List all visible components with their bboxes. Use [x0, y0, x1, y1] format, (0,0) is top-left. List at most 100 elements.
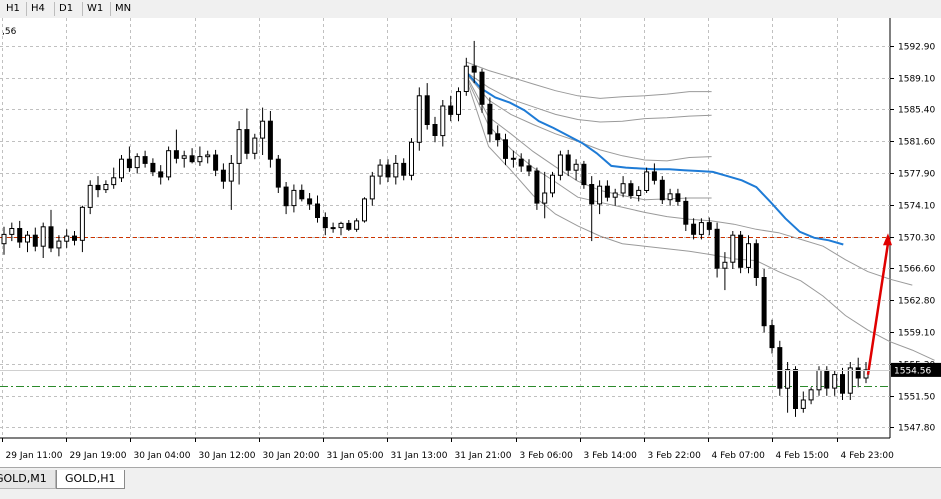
candle-body: [166, 150, 172, 178]
candle-body: [213, 154, 219, 171]
candle-body: [150, 162, 156, 173]
x-tick-label: 4 Feb 23:00: [841, 451, 895, 461]
candle-body: [252, 137, 258, 154]
candle-body: [714, 228, 720, 269]
candle-body: [636, 189, 642, 196]
candle-body: [315, 203, 320, 218]
candle-body: [510, 157, 516, 160]
candle-body: [808, 389, 814, 401]
candle-body: [557, 154, 563, 176]
x-tick-label: 31 Jan 05:00: [327, 451, 384, 461]
timeframe-h1-button[interactable]: H1: [6, 3, 20, 14]
candle-body: [377, 164, 383, 177]
candle-body: [628, 183, 634, 196]
price-chart[interactable]: ,56 1592.90 1589.10 1585.40 1581.60 1577.90 1…: [0, 18, 941, 466]
timeframe-mn-button[interactable]: MN: [110, 2, 135, 16]
x-tick-label: 30 Jan 12:00: [199, 451, 256, 461]
candle-body: [9, 228, 15, 235]
x-tick-label: 30 Jan 04:00: [134, 451, 191, 461]
candle-body: [651, 171, 657, 181]
candle-body: [142, 156, 148, 164]
tab-gold-h1[interactable]: GOLD,H1: [56, 470, 125, 489]
x-tick-label: 31 Jan 13:00: [391, 451, 448, 461]
candle-body: [424, 95, 430, 126]
candle-body: [612, 192, 618, 198]
chart-canvas[interactable]: ,56 1592.90 1589.10 1585.40 1581.60 1577.90 1…: [0, 18, 941, 466]
candle-body: [683, 200, 689, 225]
candle-body: [322, 217, 328, 229]
candle-body: [103, 184, 109, 191]
y-tick-label: 1547.80: [898, 424, 935, 434]
candle-body: [17, 228, 23, 243]
candle-body: [722, 261, 728, 269]
candle-body: [730, 234, 736, 263]
candle-body: [244, 129, 250, 154]
candle-body: [181, 155, 187, 159]
candle-body: [260, 120, 266, 139]
x-tick-label: 29 Jan 11:00: [6, 451, 63, 461]
candle-body: [675, 193, 681, 202]
x-tick-label: 3 Feb 14:00: [584, 451, 638, 461]
candle-body: [291, 189, 297, 207]
y-tick-label: 1585.40: [898, 106, 935, 116]
candle-body: [573, 163, 579, 171]
candle-body: [158, 171, 164, 178]
candle-body: [369, 175, 375, 200]
timeframe-w1-button[interactable]: W1: [82, 2, 107, 16]
candle-body: [1, 233, 7, 245]
candle-body: [518, 158, 524, 167]
candle-body: [299, 189, 305, 200]
candle-body: [432, 124, 438, 136]
candle-body: [565, 154, 571, 171]
candle-body: [777, 347, 783, 389]
y-tick-label: 1559.10: [898, 329, 935, 339]
candle-body: [604, 185, 610, 198]
y-tick-label: 1592.90: [898, 43, 935, 53]
candle-body: [134, 156, 140, 169]
x-tick-label: 30 Jan 20:00: [263, 451, 320, 461]
candle-body: [48, 226, 54, 249]
candle-body: [56, 240, 62, 249]
candle-body: [456, 91, 461, 115]
candle-body: [173, 150, 179, 159]
candle-body: [698, 222, 704, 235]
candle-body: [346, 222, 352, 230]
candle-body: [534, 170, 540, 204]
candle-body: [667, 193, 673, 201]
timeframe-toolbar: H1 H4 D1 W1 MN: [0, 0, 941, 19]
candle-body: [220, 169, 226, 182]
candle-body: [832, 374, 838, 389]
candle-body: [840, 374, 845, 394]
candle-body: [338, 222, 344, 229]
candle-body: [189, 155, 195, 163]
candle-body: [307, 198, 313, 205]
candle-body: [385, 164, 391, 178]
y-tick-label: 1562.80: [898, 297, 935, 307]
tab-gold-m1[interactable]: GOLD,M1: [0, 470, 56, 489]
candle-body: [236, 129, 242, 164]
candle-body: [72, 235, 77, 241]
candle-body: [25, 234, 30, 243]
candle-body: [111, 177, 117, 186]
candle-body: [691, 223, 697, 235]
candle-body: [205, 154, 211, 158]
current-price-box: [891, 362, 941, 377]
x-tick-label: 31 Jan 21:00: [455, 451, 512, 461]
candle-body: [503, 139, 508, 159]
timeframe-h4-button[interactable]: H4: [26, 2, 49, 16]
candle-body: [393, 162, 399, 178]
candle-body: [401, 162, 407, 176]
candle-body: [330, 227, 336, 230]
candle-body: [761, 277, 767, 327]
candle-body: [354, 220, 360, 230]
candle-body: [746, 243, 751, 268]
candle-body: [785, 369, 791, 389]
candle-body: [526, 165, 532, 172]
timeframe-d1-button[interactable]: D1: [54, 2, 77, 16]
forecast-arrow-head: [883, 233, 892, 246]
candle-body: [126, 158, 132, 169]
candle-body: [416, 95, 422, 143]
candle-body: [847, 367, 853, 394]
candle-body: [448, 105, 454, 115]
candle-body: [40, 226, 46, 247]
